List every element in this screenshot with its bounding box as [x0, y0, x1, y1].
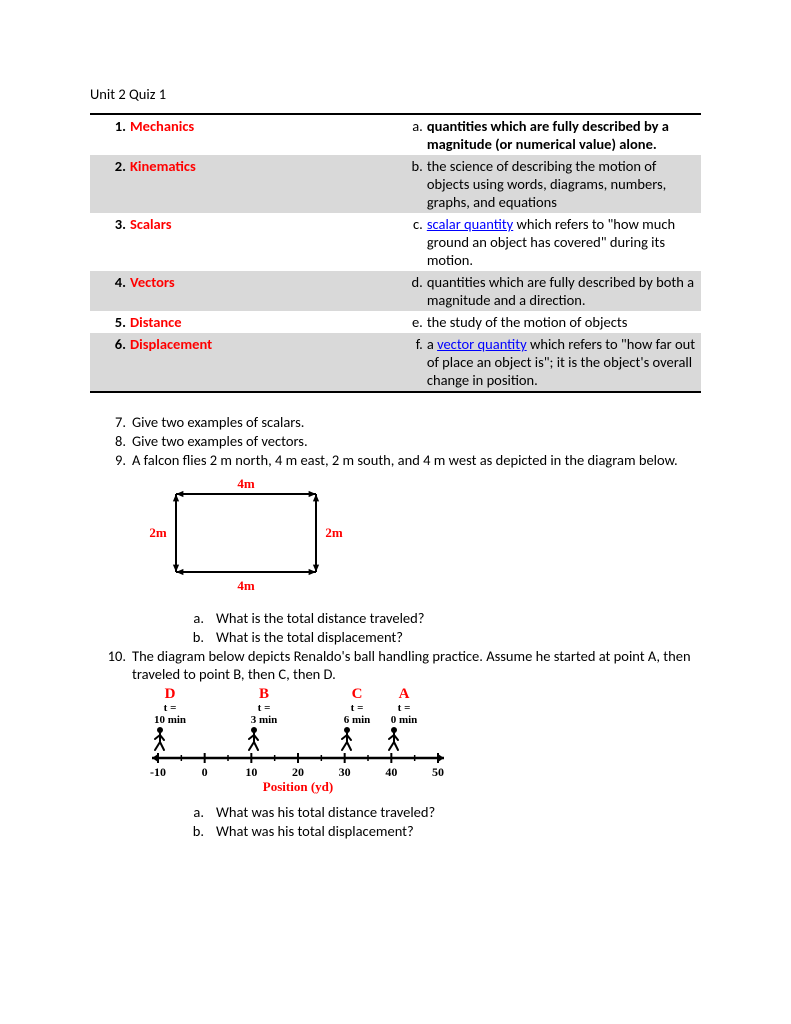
sub-letter: b. [180, 822, 216, 840]
sub-text: What was his total displacement? [216, 822, 414, 840]
match-letter: b. [399, 155, 427, 213]
svg-text:50: 50 [432, 765, 444, 779]
q10-text: The diagram below depicts Renaldo's ball… [132, 647, 701, 683]
svg-text:t =: t = [258, 702, 271, 714]
match-letter: a. [399, 114, 427, 155]
match-row: 3.Scalars c.scalar quantity which refers … [90, 213, 701, 271]
svg-text:t =: t = [398, 702, 411, 714]
match-def: the science of describing the motion of … [427, 155, 701, 213]
match-num: 5. [90, 311, 130, 333]
sub-row: a.What is the total distance traveled? [180, 609, 701, 627]
match-term: Distance [130, 313, 182, 331]
svg-text:C: C [352, 686, 363, 702]
svg-text:-10: -10 [150, 765, 166, 779]
match-row: 6.Displacement f.a vector quantity which … [90, 333, 701, 392]
q10-sublist: a.What was his total distance traveled?b… [180, 803, 701, 840]
question-list: 7.Give two examples of scalars.8.Give tw… [90, 413, 701, 469]
svg-text:A: A [399, 686, 410, 702]
q10-num: 10. [90, 647, 132, 683]
numberline-diagram: -1001020304050Position (yd)Dt =10 minBt … [140, 686, 701, 800]
definition-link[interactable]: vector quantity [437, 335, 527, 353]
sub-letter: a. [180, 609, 216, 627]
question-row: 9.A falcon flies 2 m north, 4 m east, 2 … [90, 451, 701, 469]
match-letter: d. [399, 271, 427, 311]
match-row: 2.Kinematics b.the science of describing … [90, 155, 701, 213]
svg-text:B: B [259, 686, 269, 702]
question-10: 10. The diagram below depicts Renaldo's … [90, 647, 701, 683]
svg-text:4m: 4m [237, 578, 255, 593]
svg-text:6 min: 6 min [344, 714, 371, 726]
question-text: A falcon flies 2 m north, 4 m east, 2 m … [132, 451, 701, 469]
match-num: 6. [90, 333, 130, 392]
match-row: 1.Mechanics a.quantities which are fully … [90, 114, 701, 155]
match-letter: f. [399, 333, 427, 392]
match-letter: c. [399, 213, 427, 271]
question-text: Give two examples of vectors. [132, 432, 701, 450]
match-term: Kinematics [130, 157, 196, 175]
svg-text:3 min: 3 min [251, 714, 278, 726]
match-def: quantities which are fully described by … [427, 271, 701, 311]
match-term: Displacement [130, 335, 212, 353]
question-row: 8.Give two examples of vectors. [90, 432, 701, 450]
svg-text:4m: 4m [237, 476, 255, 491]
match-def: the study of the motion of objects [427, 311, 701, 333]
sub-text: What was his total distance traveled? [216, 803, 435, 821]
q9-sublist: a.What is the total distance traveled?b.… [180, 609, 701, 646]
match-term: Scalars [130, 215, 171, 233]
match-num: 4. [90, 271, 130, 311]
svg-text:20: 20 [292, 765, 304, 779]
match-term: Vectors [130, 273, 175, 291]
svg-text:0 min: 0 min [391, 714, 418, 726]
match-letter: e. [399, 311, 427, 333]
definition-link[interactable]: scalar quantity [427, 215, 513, 233]
page-title: Unit 2 Quiz 1 [90, 85, 701, 103]
svg-text:2m: 2m [149, 525, 167, 540]
svg-text:40: 40 [385, 765, 397, 779]
match-def: quantities which are fully described by … [427, 114, 701, 155]
question-text: Give two examples of scalars. [132, 413, 701, 431]
sub-row: b.What was his total displacement? [180, 822, 701, 840]
matching-table: 1.Mechanicsa.quantities which are fully … [90, 113, 701, 393]
match-num: 3. [90, 213, 130, 271]
svg-text:0: 0 [202, 765, 208, 779]
sub-row: a.What was his total distance traveled? [180, 803, 701, 821]
svg-text:t =: t = [164, 702, 177, 714]
svg-text:10: 10 [245, 765, 257, 779]
sub-letter: a. [180, 803, 216, 821]
match-def: scalar quantity which refers to "how muc… [427, 213, 701, 271]
svg-text:t =: t = [351, 702, 364, 714]
svg-text:Position (yd): Position (yd) [263, 779, 333, 794]
svg-text:D: D [165, 686, 176, 702]
match-num: 2. [90, 155, 130, 213]
match-row: 4.Vectors d.quantities which are fully de… [90, 271, 701, 311]
question-row: 7.Give two examples of scalars. [90, 413, 701, 431]
question-num: 9. [90, 451, 132, 469]
match-num: 1. [90, 114, 130, 155]
sub-text: What is the total displacement? [216, 628, 403, 646]
question-num: 7. [90, 413, 132, 431]
svg-text:30: 30 [339, 765, 351, 779]
match-def: a vector quantity which refers to "how f… [427, 333, 701, 392]
svg-text:10 min: 10 min [154, 714, 186, 726]
match-term: Mechanics [130, 117, 194, 135]
question-num: 8. [90, 432, 132, 450]
sub-letter: b. [180, 628, 216, 646]
rectangle-diagram: 4m 4m 2m 2m [140, 472, 701, 606]
sub-row: b.What is the total displacement? [180, 628, 701, 646]
sub-text: What is the total distance traveled? [216, 609, 424, 627]
svg-text:2m: 2m [325, 525, 343, 540]
match-row: 5.Distance e.the study of the motion of o… [90, 311, 701, 333]
